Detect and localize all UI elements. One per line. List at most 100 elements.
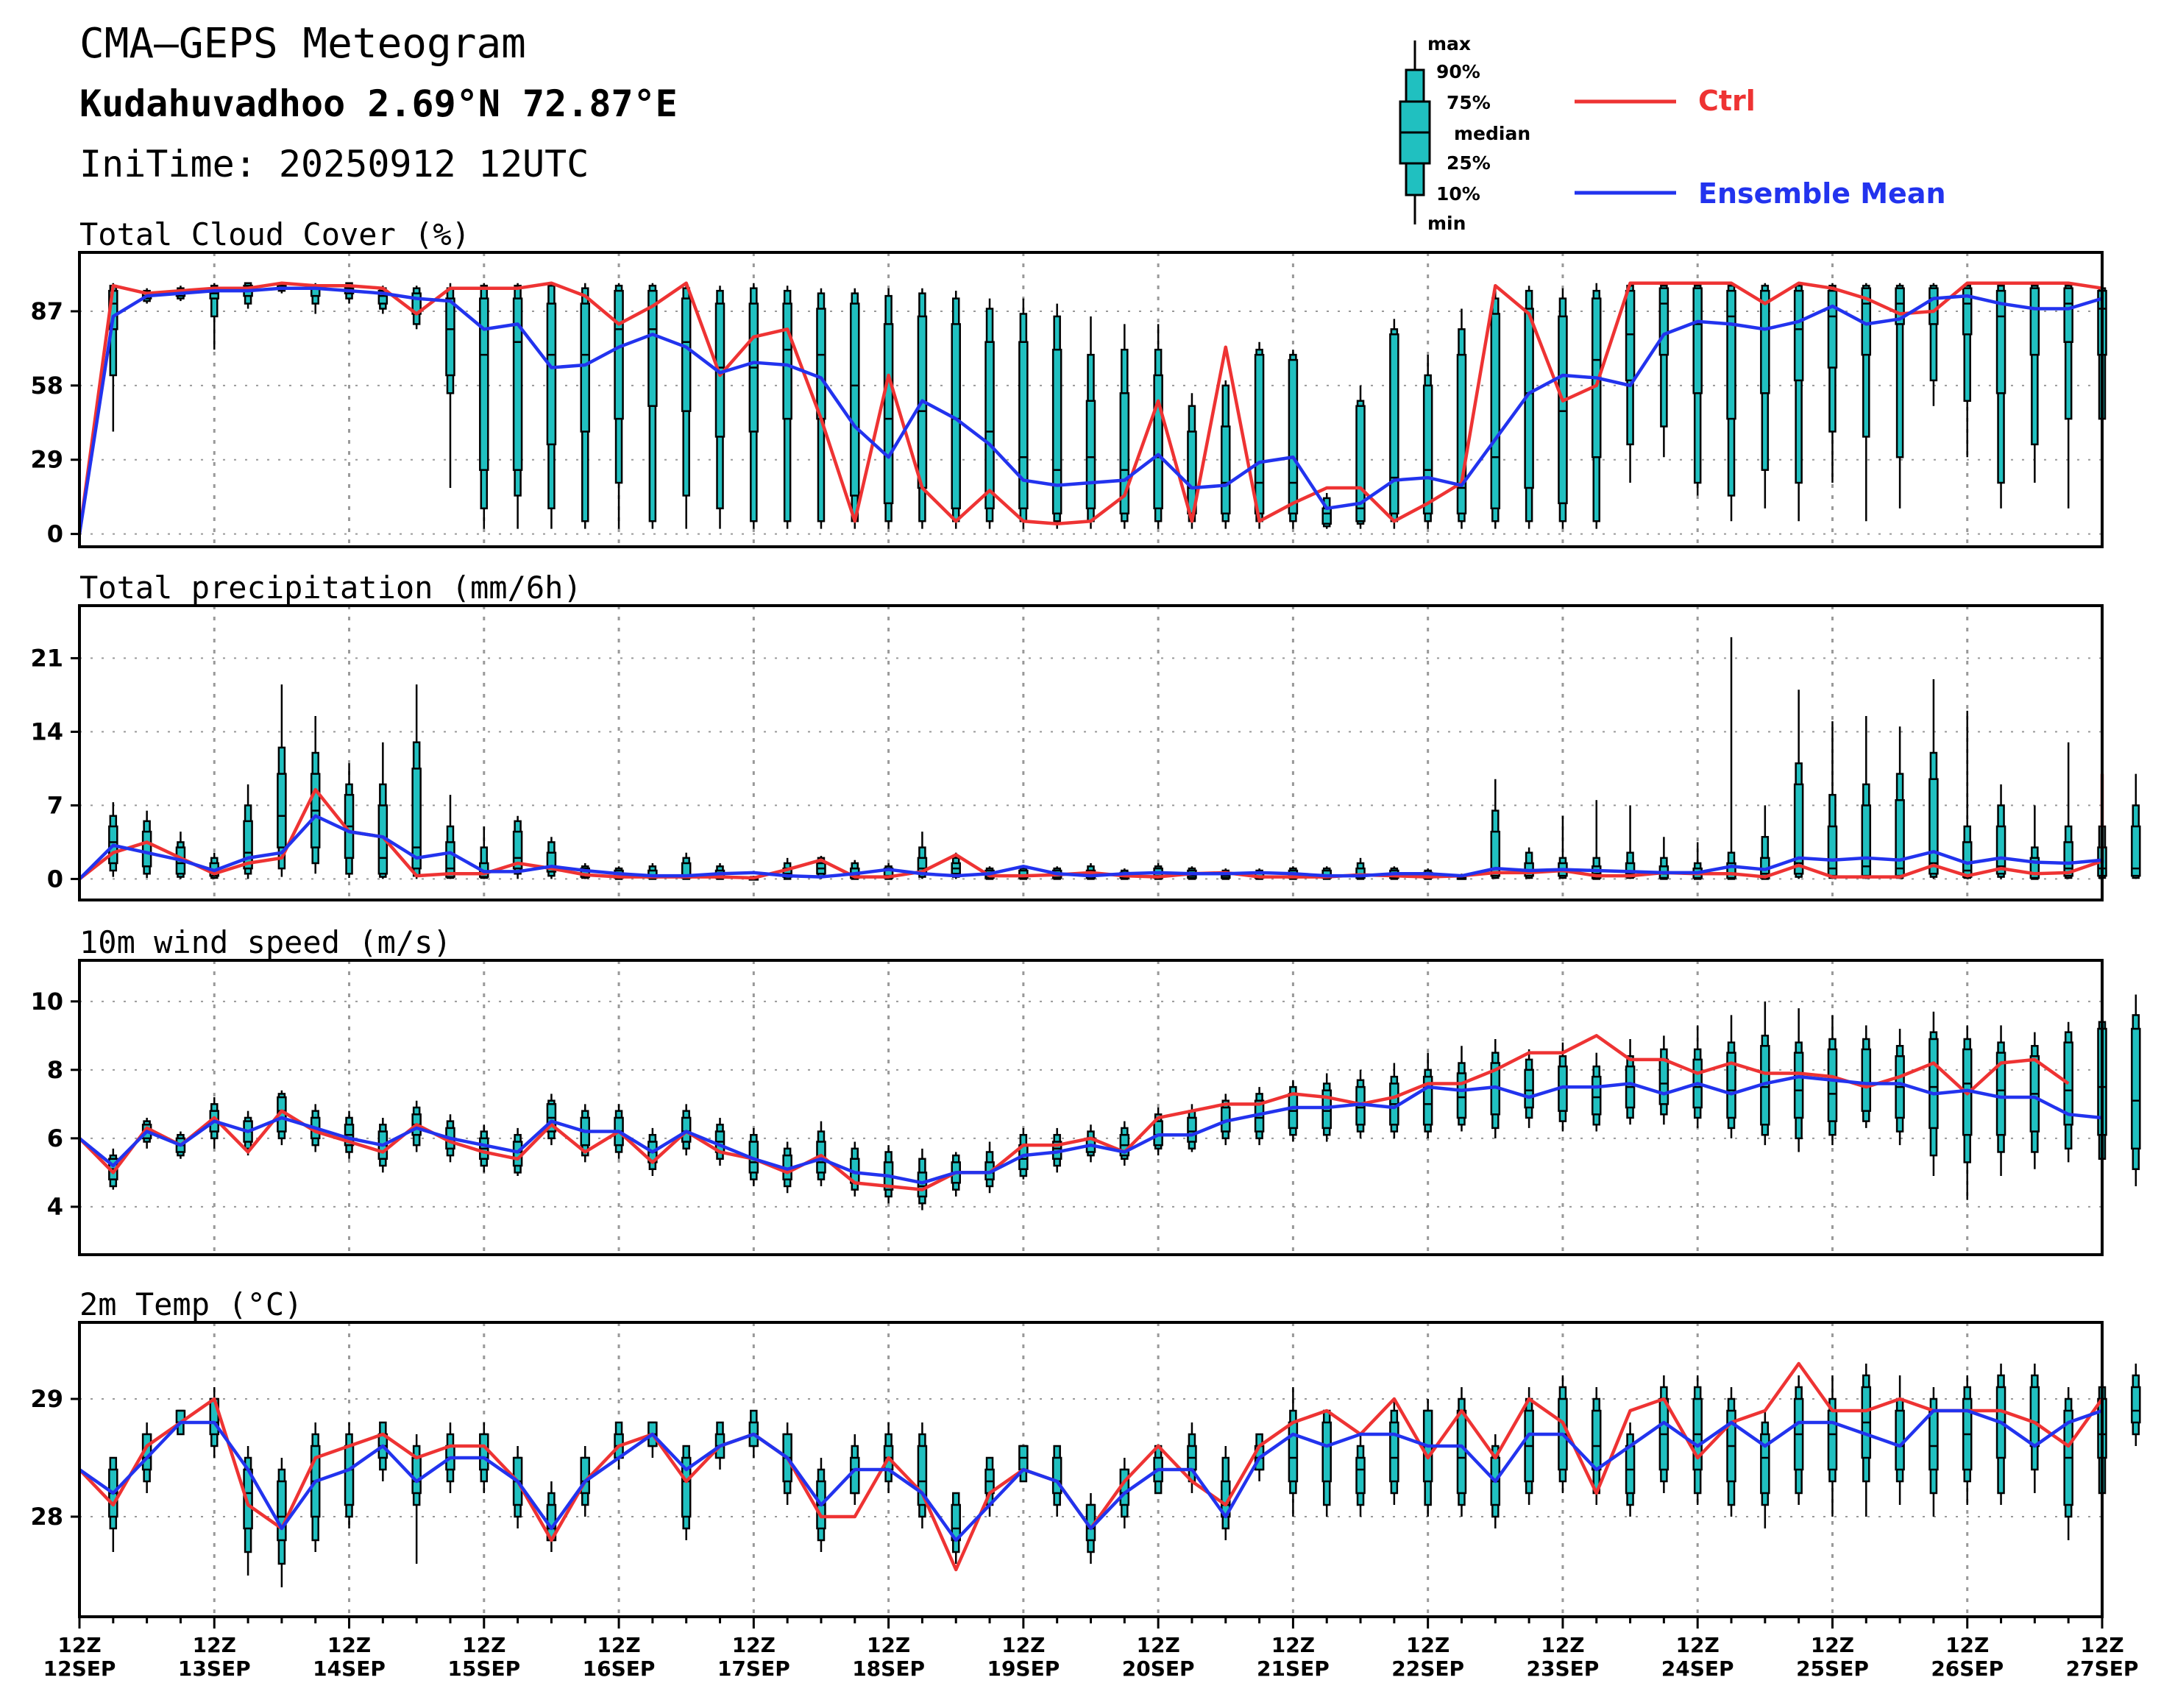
ensemble-mean-series-line [78, 814, 2104, 881]
box-inner [445, 841, 455, 878]
box-inner [1760, 289, 1770, 394]
box-inner [1928, 1038, 1939, 1130]
box-inner [1456, 353, 1467, 515]
box-inner [141, 830, 152, 868]
box-inner [1321, 1089, 1332, 1130]
y-tick-label: 6 [47, 1124, 63, 1152]
panel-frame [78, 604, 2104, 901]
box-inner [2131, 1386, 2141, 1424]
ctrl-series-line [77, 281, 2103, 534]
y-tick-label: 4 [47, 1193, 63, 1221]
box-inner [479, 1433, 489, 1471]
legend-max-label: max [1427, 33, 1471, 54]
x-tick-date-label: 13SEP [178, 1656, 251, 1681]
box-inner [1692, 287, 1703, 394]
box-inner [2063, 287, 2073, 343]
ensemble-mean-series-line [78, 1408, 2103, 1542]
box-inner [1726, 862, 1736, 879]
x-tick-hour-label: 12Z [597, 1633, 640, 1657]
box-inner [411, 768, 422, 870]
x-tick-hour-label: 12Z [1676, 1633, 1720, 1657]
box-inner [917, 1172, 928, 1198]
ensemble-mean-series-line [77, 286, 2103, 534]
box-inner [1827, 1048, 1838, 1122]
ctrl-series-line [78, 1034, 2070, 1191]
y-tick-label: 29 [30, 446, 63, 474]
box-inner [1658, 287, 1669, 356]
y-tick-label: 0 [47, 520, 63, 548]
x-tick-hour-label: 12Z [1811, 1633, 1854, 1657]
x-tick-hour-label: 12Z [2080, 1633, 2123, 1657]
box-inner [647, 289, 658, 407]
box-inner [1422, 1075, 1433, 1126]
box-inner [1321, 1421, 1332, 1483]
x-tick-hour-label: 12Z [327, 1633, 371, 1657]
x-tick-hour-label: 12Z [1001, 1633, 1045, 1657]
box-inner [1658, 1058, 1669, 1105]
x-tick-hour-label: 12Z [1541, 1633, 1584, 1657]
chart-title: CMA—GEPS Meteogram [79, 20, 526, 68]
box-inner [1962, 287, 1973, 336]
box-inner [1389, 333, 1399, 515]
panel-cloud: Total Cloud Cover (%) 0 29 58 87 [30, 216, 2107, 548]
box-inner [1928, 287, 1939, 325]
x-tick-date-label: 18SEP [852, 1656, 925, 1681]
box-inner [1928, 778, 1939, 875]
box-inner [2131, 825, 2141, 877]
box-inner [2029, 287, 2040, 356]
box-inner [1962, 841, 1973, 878]
ensemble-mean-series-line [78, 1074, 2103, 1185]
box-inner [411, 1456, 422, 1495]
box-inner [580, 302, 590, 433]
panel-cloud-title: Total Cloud Cover (%) [79, 216, 470, 252]
x-tick-hour-label: 12Z [1406, 1633, 1449, 1657]
box-inner [479, 297, 489, 471]
legend-p10-label: 10% [1436, 183, 1480, 205]
box-inner [1456, 1072, 1467, 1119]
box-inner [1592, 1409, 1602, 1471]
x-tick-date-label: 17SEP [717, 1656, 790, 1681]
box-inner [1625, 289, 1636, 382]
x-tick-date-label: 21SEP [1257, 1656, 1330, 1681]
box-outer [210, 284, 219, 318]
box-inner [1995, 1052, 2006, 1136]
box-inner [546, 851, 557, 873]
box-inner [984, 341, 995, 510]
box-inner [1726, 289, 1736, 420]
box-inner [1153, 374, 1163, 510]
box-inner [681, 297, 692, 412]
legend-p25-label: 25% [1447, 152, 1491, 174]
y-tick-label: 7 [47, 791, 63, 819]
box-inner [1422, 384, 1433, 515]
box-inner [1254, 353, 1265, 515]
box-outer [1963, 284, 1971, 402]
box-inner [445, 297, 455, 377]
panel-precip: Total precipitation (mm/6h) 0 7 14 21 [30, 570, 2141, 901]
box-inner [1760, 1433, 1770, 1495]
y-tick-label: 10 [30, 988, 63, 1016]
box-inner [850, 302, 860, 497]
legend: max 90% 75% median 25% 10% min Ctrl Ense… [1399, 33, 1946, 234]
header: CMA—GEPS Meteogram Kudahuvadhoo 2.69°N 7… [79, 20, 678, 185]
box-inner [2063, 841, 2073, 877]
box-inner [1827, 289, 1838, 369]
box-inner [1389, 1421, 1399, 1483]
panel-temp: 2m Temp (°C) 28 29 [30, 1286, 2141, 1618]
box-inner [1895, 1409, 1905, 1471]
y-tick-label: 29 [30, 1385, 63, 1413]
box-inner [1793, 1052, 1804, 1119]
panel-wind: 10m wind speed (m/s) 4 6 8 10 [30, 924, 2141, 1256]
y-tick-label: 87 [30, 297, 63, 325]
x-tick-date-label: 16SEP [583, 1656, 656, 1681]
x-tick-date-label: 22SEP [1391, 1656, 1464, 1681]
x-tick-hour-label: 12Z [867, 1633, 910, 1657]
x-tick-date-label: 19SEP [987, 1656, 1060, 1681]
box-inner [1895, 799, 1905, 877]
x-axis: 12Z12SEP12Z13SEP12Z14SEP12Z15SEP12Z16SEP… [43, 1617, 2138, 1681]
location-label: Kudahuvadhoo 2.69°N 72.87°E [79, 82, 678, 125]
box-inner [1321, 507, 1332, 525]
box-inner [917, 1445, 928, 1506]
box-outer [2031, 284, 2039, 446]
x-tick-date-label: 23SEP [1527, 1656, 1600, 1681]
